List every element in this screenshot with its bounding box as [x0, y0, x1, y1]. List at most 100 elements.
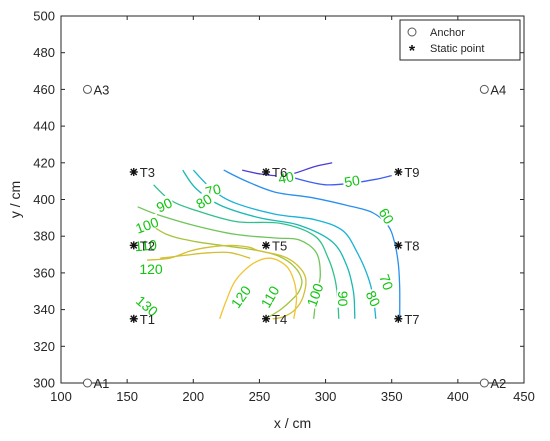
anchor-marker: [479, 378, 489, 388]
contour-label: 70: [376, 272, 396, 292]
y-tick-label: 300: [33, 376, 55, 391]
contour-label-bg: [138, 261, 164, 276]
static-point-label: T2: [140, 238, 155, 253]
contour-label-bg: [376, 204, 398, 227]
contour-label-group: 100: [132, 213, 162, 237]
legend-anchor-marker: [407, 27, 417, 37]
y-tick-label: 380: [33, 229, 55, 244]
contour-label-group: 100: [303, 279, 327, 310]
legend-static-point-label: Static point: [430, 43, 484, 55]
axes-box: [60, 15, 525, 384]
y-tick-label: 400: [33, 192, 55, 207]
y-tick-label: 340: [33, 302, 55, 317]
x-axis-label: x / cm: [274, 415, 311, 431]
contour-label: 40: [277, 168, 295, 186]
static-point-marker: [129, 241, 138, 250]
contour-label: 90: [335, 291, 351, 307]
contour-line-120: [160, 251, 251, 259]
contour-label-bg: [377, 270, 397, 293]
y-tick-label: 440: [33, 119, 55, 134]
anchor-marker: [82, 378, 92, 388]
x-tick-label: 150: [116, 389, 138, 404]
anchor-label: A3: [93, 82, 109, 97]
static-point-marker: [129, 167, 138, 176]
anchor-label: A1: [93, 376, 109, 391]
contour-label-group: 70: [376, 270, 397, 293]
y-tick-label: 360: [33, 265, 55, 280]
contour-label: 120: [139, 261, 163, 277]
contour-label-bg: [226, 281, 254, 311]
points-layer: A1 A2 A3 A4 T1 T2 T3 T4 T5 T6 T7 T8 T9: [82, 82, 506, 391]
y-tick-label: 420: [33, 155, 55, 170]
static-point-marker: [262, 167, 271, 176]
contour-label-group: 40: [275, 168, 296, 187]
static-point-label: T6: [272, 165, 287, 180]
contour-label-group: 80: [363, 287, 385, 310]
y-tick-label: 460: [33, 82, 55, 97]
legend-static-point-marker: *: [409, 43, 416, 60]
contour-label: 50: [343, 172, 361, 190]
static-point-label: T4: [272, 312, 287, 327]
static-point-marker: [129, 314, 138, 323]
contour-line-130: [219, 257, 298, 320]
anchor-label: A4: [490, 82, 506, 97]
anchor-label: A2: [490, 376, 506, 391]
contour-label-group: 120: [138, 261, 164, 277]
x-tick-label: 400: [447, 389, 469, 404]
contour-line-70: [192, 169, 377, 319]
contour-label: 100: [303, 281, 326, 309]
static-point-marker: [394, 241, 403, 250]
contour-label-bg: [192, 189, 215, 211]
contour-label-group: 50: [341, 171, 362, 190]
x-tick-label: 100: [50, 389, 72, 404]
contour-label: 110: [134, 236, 158, 254]
static-point-marker: [394, 314, 403, 323]
legend-box: [399, 19, 521, 61]
contour-label: 60: [376, 205, 398, 227]
static-point-marker: [262, 241, 271, 250]
static-point-label: T3: [140, 165, 155, 180]
contour-line-110: [142, 219, 303, 318]
contour-label-bg: [275, 168, 296, 185]
contour-label-bg: [363, 287, 385, 310]
contour-label-bg: [133, 291, 163, 319]
static-point-label: T5: [272, 238, 287, 253]
ticks-layer: 100 150 200 250 300 350 400 450 300 320 340 360 380 4…: [33, 9, 535, 405]
contour-label-group: 60: [376, 204, 398, 227]
contour-label: 80: [193, 190, 215, 212]
y-tick-label: 500: [33, 9, 55, 24]
contour-label: 90: [154, 194, 175, 215]
contour-label-group: 110: [132, 236, 160, 254]
static-point-label: T8: [404, 238, 419, 253]
anchor-marker: [479, 84, 489, 94]
contour-label-bg: [132, 213, 162, 236]
contour-label-bg: [336, 289, 351, 308]
y-tick-label: 320: [33, 339, 55, 354]
contour-line-50: [276, 171, 392, 186]
y-axis-label: y / cm: [7, 181, 23, 218]
contour-label: 80: [363, 288, 384, 309]
contour-label-group: 90: [152, 193, 175, 216]
x-tick-label: 300: [315, 389, 337, 404]
static-point-marker: [262, 314, 271, 323]
legend-anchor-label: Anchor: [430, 27, 465, 39]
contour-label: 100: [133, 214, 161, 237]
contour-label-group: 80: [192, 189, 215, 212]
legend: Anchor * Static point: [399, 19, 521, 61]
contour-label-bg: [132, 236, 160, 253]
contour-label-group: 90: [335, 289, 351, 308]
anchor-marker: [82, 84, 92, 94]
static-point-label: T1: [140, 312, 155, 327]
contour-label-bg: [256, 281, 282, 312]
x-tick-label: 200: [182, 389, 204, 404]
static-point-label: T9: [404, 165, 419, 180]
x-tick-label: 250: [249, 389, 271, 404]
contour-label-bg: [341, 171, 362, 189]
contour-label-bg: [152, 193, 175, 215]
x-tick-label: 450: [513, 389, 535, 404]
static-point-label: T7: [404, 312, 419, 327]
contour-label-bg: [303, 279, 326, 310]
static-point-marker: [394, 167, 403, 176]
